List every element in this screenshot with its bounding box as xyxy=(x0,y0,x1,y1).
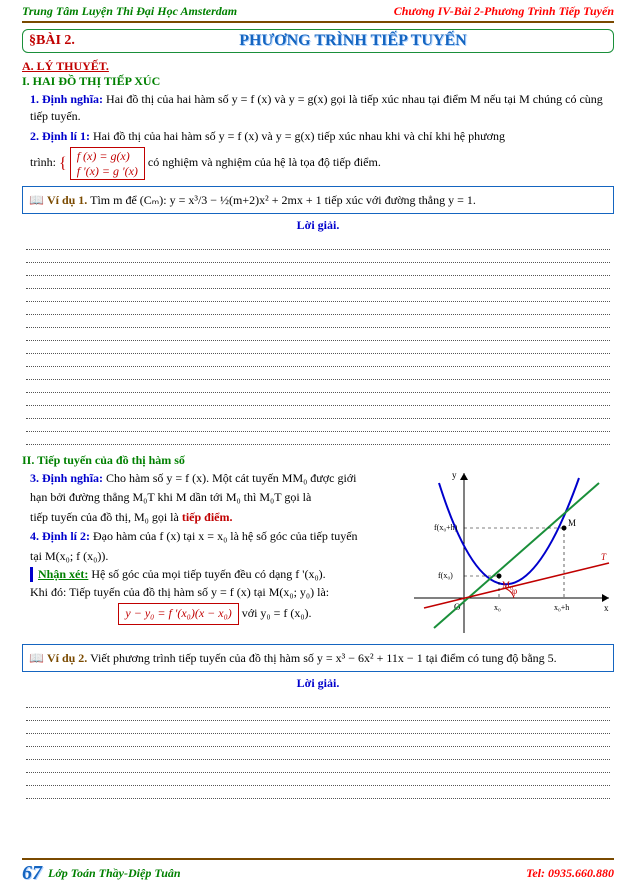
dotted-line xyxy=(26,760,610,773)
example-1-box: 📖 Ví dụ 1. Tìm m để (Cₘ): y = x³/3 − ½(m… xyxy=(22,186,614,214)
sys-l2: f '(x) = g '(x) xyxy=(77,164,138,178)
dotted-line xyxy=(26,419,610,432)
def3-t1: Cho hàm số y = f (x). Một cát tuyến MM₀ … xyxy=(103,471,356,485)
tangent-formula-line: y − y₀ = f '(x₀)(x − x₀) với y₀ = f (x₀)… xyxy=(30,603,400,624)
svg-text:f(x₀): f(x₀) xyxy=(438,571,453,580)
svg-text:y: y xyxy=(452,470,457,480)
def1-label: 1. Định nghĩa: xyxy=(30,92,103,106)
lesson-title-box: §BÀI 2. PHƯƠNG TRÌNH TIẾP TUYẾN xyxy=(22,29,614,53)
dotted-line xyxy=(26,237,610,250)
svg-text:f(x₀+h): f(x₀+h) xyxy=(434,523,458,532)
section-ii-heading: II. Tiếp tuyến của đồ thị hàm số xyxy=(22,453,614,468)
formula-tail: với y₀ = f (x₀). xyxy=(242,606,312,620)
dl1-pre: trình: xyxy=(30,155,59,169)
nx-label: Nhận xét: xyxy=(38,567,88,581)
lesson-label: §BÀI 2. xyxy=(29,33,75,49)
dotted-line xyxy=(26,380,610,393)
def3-t3b: tiếp điểm. xyxy=(182,510,233,524)
ex1-label: Ví dụ 1. xyxy=(47,193,87,207)
theorem-2: 4. Định lí 2: Đạo hàm của f (x) tại x = … xyxy=(30,528,400,545)
solution-heading-1: Lời giải. xyxy=(22,218,614,233)
dotted-line xyxy=(26,263,610,276)
dotted-line xyxy=(26,393,610,406)
dl1-label: 2. Định lí 1: xyxy=(30,129,90,143)
footer-bar: 67 Lớp Toán Thầy-Diệp Tuân Tel: 0935.660… xyxy=(22,858,614,885)
dl2-t1: Đạo hàm của f (x) tại x = x₀ là hệ số gó… xyxy=(90,529,358,543)
svg-text:x₀+h: x₀+h xyxy=(554,603,569,612)
example-2-box: 📖 Ví dụ 2. Viết phương trình tiếp tuyến … xyxy=(22,644,614,672)
sys-l1: f (x) = g(x) xyxy=(77,149,130,163)
svg-text:M: M xyxy=(568,518,576,528)
section-i-heading: I. HAI ĐỒ THỊ TIẾP XÚC xyxy=(22,74,614,89)
theorem-1-line2: trình: { f (x) = g(x) f '(x) = g '(x) có… xyxy=(30,147,614,180)
dotted-line xyxy=(26,367,610,380)
solution-heading-2: Lời giải. xyxy=(22,676,614,691)
ex1-text: Tìm m để (Cₘ): y = x³/3 − ½(m+2)x² + 2mx… xyxy=(90,193,476,207)
nx-text: Hệ số góc của mọi tiếp tuyến đều có dạng… xyxy=(88,567,325,581)
book-icon: 📖 xyxy=(29,651,44,665)
dotted-line xyxy=(26,747,610,760)
dl2-t2: tại M(x₀; f (x₀)). xyxy=(30,548,400,565)
page-number: 67 xyxy=(22,862,42,885)
answer-lines-1 xyxy=(22,237,614,445)
dotted-line xyxy=(26,341,610,354)
dotted-line xyxy=(26,354,610,367)
dl1-text: Hai đồ thị của hai hàm số y = f (x) và y… xyxy=(90,129,505,143)
svg-text:x: x xyxy=(604,603,609,613)
dotted-line xyxy=(26,406,610,419)
header-bar: Trung Tâm Luyện Thi Đại Học Amsterdam Ch… xyxy=(22,0,614,23)
theorem-1: 2. Định lí 1: Hai đồ thị của hai hàm số … xyxy=(30,128,614,145)
brace-icon: { xyxy=(59,155,67,172)
answer-lines-2 xyxy=(22,695,614,799)
dotted-line xyxy=(26,721,610,734)
dotted-line xyxy=(26,289,610,302)
dotted-line xyxy=(26,302,610,315)
dotted-line xyxy=(26,328,610,341)
system-box: f (x) = g(x) f '(x) = g '(x) xyxy=(70,147,145,180)
header-right: Chương IV-Bài 2-Phương Trình Tiếp Tuyến xyxy=(394,4,614,19)
ex2-label: Ví dụ 2. xyxy=(47,651,87,665)
remark: Nhận xét: Hệ số góc của mọi tiếp tuyến đ… xyxy=(30,567,400,582)
definition-3: 3. Định nghĩa: Cho hàm số y = f (x). Một… xyxy=(30,470,400,487)
dl2-label: 4. Định lí 2: xyxy=(30,529,90,543)
svg-text:x₀: x₀ xyxy=(494,603,501,612)
dotted-line xyxy=(26,786,610,799)
footer-mid: Lớp Toán Thầy-Diệp Tuân xyxy=(48,866,526,881)
def3-line3: tiếp tuyến của đồ thị, M₀ gọi là tiếp đi… xyxy=(30,509,400,526)
dotted-line xyxy=(26,250,610,263)
khi-do: Khi đó: Tiếp tuyến của đồ thị hàm số y =… xyxy=(30,584,400,601)
dotted-line xyxy=(26,695,610,708)
tangent-formula: y − y₀ = f '(x₀)(x − x₀) xyxy=(118,603,238,624)
definition-1: 1. Định nghĩa: Hai đồ thị của hai hàm số… xyxy=(30,91,614,126)
ex2-text: Viết phương trình tiếp tuyến của đồ thị … xyxy=(90,651,557,665)
dotted-line xyxy=(26,734,610,747)
section-a-heading: A. LÝ THUYẾT. xyxy=(22,59,614,74)
header-left: Trung Tâm Luyện Thi Đại Học Amsterdam xyxy=(22,4,237,19)
tangent-graph: x y O T M M₀ f(x₀ xyxy=(400,468,614,638)
svg-text:φ: φ xyxy=(512,586,517,596)
dotted-line xyxy=(26,315,610,328)
dotted-line xyxy=(26,276,610,289)
book-icon: 📖 xyxy=(29,193,44,207)
dotted-line xyxy=(26,773,610,786)
def3-t2: hạn bởi đường thẳng M₀T khi M dần tới M₀… xyxy=(30,489,400,506)
dotted-line xyxy=(26,708,610,721)
def1-text: Hai đồ thị của hai hàm số y = f (x) và y… xyxy=(30,92,603,123)
def3-t3: tiếp tuyến của đồ thị, M₀ gọi là xyxy=(30,510,182,524)
svg-text:T: T xyxy=(601,552,607,562)
footer-right: Tel: 0935.660.880 xyxy=(526,866,614,881)
def3-label: 3. Định nghĩa: xyxy=(30,471,103,485)
dl1-post: có nghiệm và nghiệm của hệ là tọa độ tiế… xyxy=(148,155,381,169)
lesson-title: PHƯƠNG TRÌNH TIẾP TUYẾN xyxy=(99,32,607,50)
dotted-line xyxy=(26,432,610,445)
